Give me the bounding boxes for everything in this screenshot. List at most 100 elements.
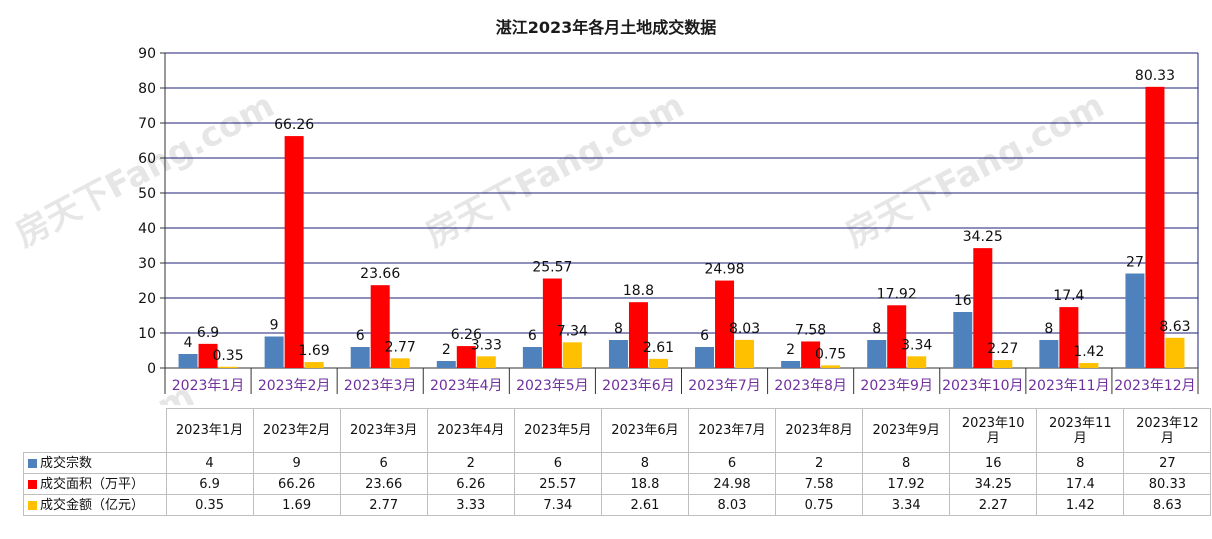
series-name: 成交金额（亿元） — [40, 497, 145, 513]
data-label: 25.57 — [532, 260, 572, 276]
bar-1-7 — [801, 341, 821, 368]
bar-0-6 — [695, 347, 715, 368]
table-cell: 23.66 — [339, 473, 428, 495]
table-cell: 2.77 — [339, 494, 428, 516]
x-category-label: 2023年8月 — [774, 378, 847, 394]
data-label: 17.4 — [1053, 288, 1084, 304]
table-cell: 6 — [687, 452, 777, 474]
table-cell: 3.34 — [862, 494, 951, 516]
table-cell: 6.26 — [426, 473, 515, 495]
bar-0-10 — [1039, 340, 1059, 368]
y-tick-label: 40 — [138, 221, 156, 237]
table-cell: 3.33 — [426, 494, 515, 516]
data-label: 0.75 — [815, 346, 846, 362]
data-label: 7.34 — [557, 323, 588, 339]
data-label: 80.33 — [1135, 68, 1175, 84]
data-label: 16 — [954, 293, 972, 309]
bar-1-0 — [198, 343, 218, 368]
bar-2-10 — [1079, 363, 1099, 368]
data-label: 6 — [356, 328, 365, 344]
bar-1-11 — [1145, 86, 1165, 368]
bar-1-8 — [887, 305, 907, 368]
table-cell: 2.61 — [600, 494, 689, 516]
x-category-label: 2023年11月 — [1028, 378, 1109, 394]
data-label: 2.77 — [385, 339, 416, 355]
table-header-label: 2023年12月 — [1136, 415, 1199, 446]
table-header-label: 2023年3月 — [350, 423, 418, 438]
table-cell: 8 — [1036, 452, 1125, 474]
chart-title: 湛江2023年各月土地成交数据 — [495, 18, 717, 37]
bar-0-9 — [953, 312, 973, 368]
data-label: 8.03 — [729, 321, 760, 337]
bar-2-6 — [735, 339, 755, 368]
table-header-label: 2023年10月 — [961, 415, 1025, 446]
table-cell: 8.03 — [687, 494, 777, 516]
table-cell: 16 — [949, 452, 1038, 474]
table-cell: 25.57 — [513, 473, 602, 495]
table-cell: 24.98 — [687, 473, 777, 495]
table-cell: 0.35 — [165, 494, 254, 516]
table-cell: 17.92 — [862, 473, 951, 495]
series-name-cell: 成交面积（万平） — [23, 473, 167, 495]
y-tick-label: 80 — [138, 81, 156, 97]
data-label: 3.34 — [901, 337, 932, 353]
table-header-cell: 2023年4月 — [426, 408, 515, 453]
data-label: 2 — [786, 342, 795, 358]
series-name: 成交宗数 — [40, 455, 93, 471]
data-label: 3.33 — [471, 337, 502, 353]
table-header-label: 2023年2月 — [262, 423, 331, 438]
table-cell: 8 — [600, 452, 689, 474]
data-label: 2.61 — [643, 340, 674, 356]
bar-2-7 — [821, 365, 841, 368]
bar-2-9 — [993, 360, 1013, 368]
table-header-cell: 2023年7月 — [687, 408, 777, 453]
table-header-label: 2023年6月 — [611, 423, 679, 438]
bar-0-11 — [1125, 273, 1145, 368]
table-header-label: 2023年5月 — [524, 423, 592, 438]
legend-swatch-icon — [28, 458, 37, 468]
table-header-cell: 2023年1月 — [165, 408, 254, 453]
y-tick-label: 0 — [147, 361, 156, 377]
table-cell: 7.34 — [513, 494, 602, 516]
x-category-label: 2023年3月 — [344, 378, 417, 394]
bar-2-8 — [907, 356, 927, 368]
bar-2-3 — [476, 356, 496, 368]
bar-0-4 — [522, 347, 542, 368]
table-cell: 17.4 — [1036, 473, 1125, 495]
data-label: 2.27 — [987, 341, 1018, 357]
table-corner — [23, 408, 167, 453]
table-cell: 34.25 — [949, 473, 1038, 495]
watermark-text: 房天下Fang.com — [419, 85, 691, 255]
table-cell: 2 — [426, 452, 515, 474]
table-cell: 6.9 — [165, 473, 254, 495]
series-name-cell: 成交金额（亿元） — [23, 494, 167, 516]
bar-1-3 — [456, 346, 476, 368]
bar-0-0 — [178, 354, 198, 368]
bar-1-4 — [542, 278, 562, 368]
data-label: 17.92 — [877, 286, 917, 302]
data-label: 1.69 — [299, 343, 330, 359]
data-label: 6.9 — [197, 325, 219, 341]
table-cell: 18.8 — [600, 473, 689, 495]
bar-0-3 — [436, 361, 456, 368]
table-header-cell: 2023年11月 — [1036, 408, 1125, 453]
bar-0-8 — [867, 340, 887, 368]
table-header-cell: 2023年9月 — [862, 408, 951, 453]
table-cell: 1.42 — [1036, 494, 1125, 516]
bar-2-0 — [218, 366, 238, 368]
data-label: 18.8 — [623, 283, 654, 299]
data-label: 8 — [614, 321, 623, 337]
data-label: 8 — [872, 321, 881, 337]
table-cell: 7.58 — [775, 473, 864, 495]
data-label: 1.42 — [1073, 344, 1104, 360]
data-label: 6.26 — [451, 327, 482, 343]
table-header-label: 2023年4月 — [437, 423, 505, 438]
table-header-cell: 2023年8月 — [775, 408, 864, 453]
data-label: 7.58 — [795, 322, 826, 338]
bar-1-10 — [1059, 307, 1079, 368]
y-tick-label: 30 — [138, 256, 156, 272]
data-label: 27 — [1126, 255, 1144, 271]
table-cell: 0.75 — [775, 494, 864, 516]
legend-swatch-icon — [28, 500, 37, 510]
label-layer: 4 9 6 2 6 8 6 2 8 16 8 27 6.9 66.26 23.66 6.26 25.57 18.8… — [184, 68, 1191, 364]
